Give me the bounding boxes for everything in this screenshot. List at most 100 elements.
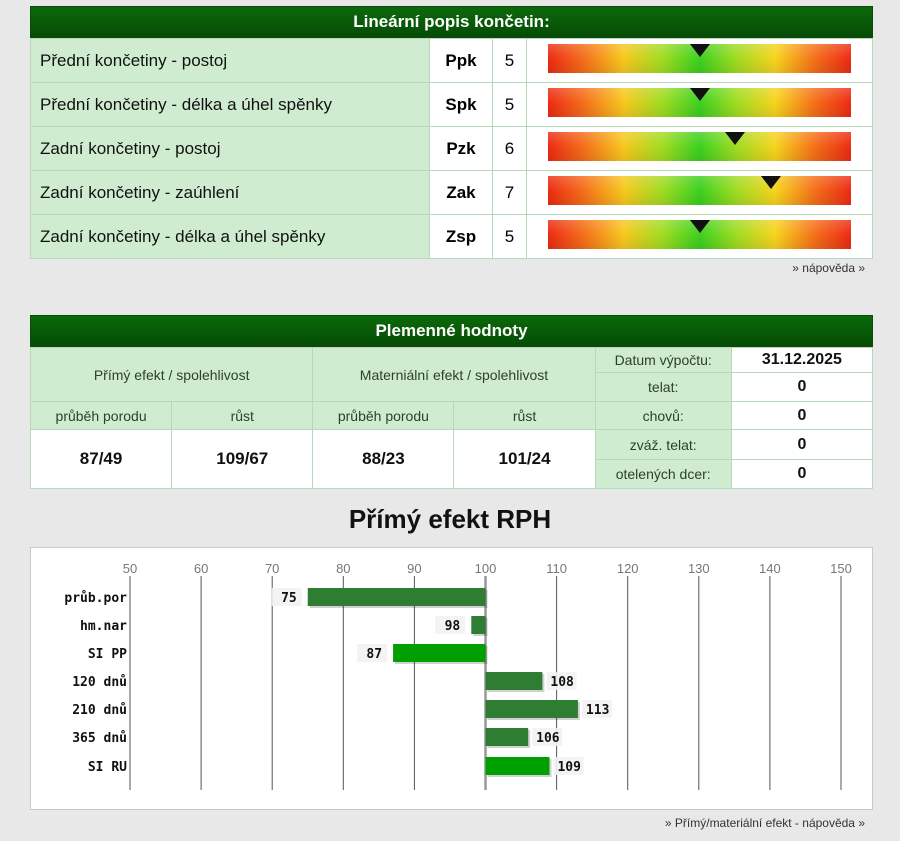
tick-label: 70: [265, 561, 279, 576]
info-value-calved-daughters: 0: [730, 459, 874, 489]
trait-name: Zadní končetiny - postoj: [30, 126, 430, 171]
data-label-bg: [271, 588, 302, 606]
category-label: průb.por: [64, 591, 127, 606]
breeding-table: Přímý efekt / spolehlivost Materniální e…: [29, 347, 874, 489]
info-value-weighed-calves: 0: [730, 429, 874, 460]
data-label: 108: [550, 675, 574, 690]
trait-value: 5: [492, 82, 527, 127]
linear-row: Přední končetiny - postoj Ppk 5: [30, 38, 873, 83]
chart-help-link[interactable]: » Přímý/materiální efekt - nápověda »: [664, 816, 865, 830]
data-label: 109: [557, 760, 580, 775]
tick-label: 80: [336, 561, 350, 576]
gradient-scale-bar: [548, 44, 851, 73]
rph-bar-chart: 50 60 70 80 90 100 110 120 130 140 150 průb.por 75 hm…: [64, 561, 852, 790]
maternal-growth-value: 101/24: [453, 429, 596, 489]
trait-code: Ppk: [429, 38, 493, 83]
value-marker-icon: [689, 220, 710, 233]
data-label-bg: [581, 700, 612, 718]
info-label-calved-daughters: otelených dcer:: [594, 459, 732, 489]
data-label-bg: [532, 728, 563, 746]
data-label: 87: [366, 647, 382, 662]
maternal-calving-subheader: průběh porodu: [312, 401, 455, 430]
bar: [485, 700, 578, 718]
gradient-scale-bar: [548, 88, 851, 117]
data-label-bg: [553, 757, 584, 775]
trait-value: 7: [492, 170, 527, 215]
direct-growth-value: 109/67: [171, 429, 314, 489]
trait-name: Přední končetiny - postoj: [30, 38, 430, 83]
maternal-growth-subheader: růst: [453, 401, 596, 430]
trait-value: 5: [492, 38, 527, 83]
tick-label: 140: [759, 561, 781, 576]
info-label-herds: chovů:: [594, 401, 732, 430]
gradient-scale-bar: [548, 132, 851, 161]
bar: [393, 644, 486, 662]
maternal-calving-value: 88/23: [312, 429, 455, 489]
direct-calving-value: 87/49: [29, 429, 173, 489]
trait-scale: [526, 126, 873, 171]
category-label: 210 dnů: [72, 703, 127, 718]
data-label-bg: [357, 644, 388, 662]
info-label-weighed-calves: zváž. telat:: [594, 429, 732, 460]
maternal-effect-header: Materniální efekt / spolehlivost: [312, 347, 596, 402]
value-marker-icon: [689, 88, 710, 101]
gradient-scale-bar: [548, 220, 851, 249]
tick-label: 150: [830, 561, 852, 576]
category-label: SI RU: [88, 760, 127, 775]
tick-label: 90: [407, 561, 421, 576]
trait-code: Spk: [429, 82, 493, 127]
trait-name: Přední končetiny - délka a úhel spěnky: [30, 82, 430, 127]
info-value-herds: 0: [730, 401, 874, 430]
tick-label: 110: [546, 561, 567, 576]
data-label-bg: [546, 672, 577, 690]
category-label: SI PP: [88, 647, 127, 662]
data-label: 75: [281, 591, 297, 606]
tick-label: 130: [688, 561, 710, 576]
trait-scale: [526, 170, 873, 215]
tick-label: 50: [123, 561, 137, 576]
bar: [471, 616, 486, 634]
trait-scale: [526, 214, 873, 259]
breeding-panel: Plemenné hodnoty Přímý efekt / spolehliv…: [29, 315, 874, 489]
linear-panel: Lineární popis končetin: Přední končetin…: [30, 6, 873, 259]
tick-label: 120: [617, 561, 639, 576]
info-label-date: Datum výpočtu:: [594, 347, 732, 373]
bar: [307, 588, 486, 606]
category-label: 120 dnů: [72, 675, 127, 690]
data-label: 106: [536, 731, 560, 746]
trait-code: Pzk: [429, 126, 493, 171]
trait-value: 5: [492, 214, 527, 259]
bar: [485, 757, 550, 775]
value-marker-icon: [689, 44, 710, 57]
data-label: 113: [586, 703, 609, 718]
info-value-calves: 0: [730, 372, 874, 402]
trait-code: Zak: [429, 170, 493, 215]
value-marker-icon: [725, 132, 746, 145]
data-label: 98: [445, 619, 461, 634]
data-label-bg: [435, 616, 466, 634]
linear-row: Zadní končetiny - postoj Pzk 6: [30, 126, 873, 171]
trait-code: Zsp: [429, 214, 493, 259]
tick-label: 100: [475, 561, 497, 576]
bar: [485, 728, 529, 746]
trait-scale: [526, 82, 873, 127]
trait-name: Zadní končetiny - zaúhlení: [30, 170, 430, 215]
info-label-calves: telat:: [594, 372, 732, 402]
trait-name: Zadní končetiny - délka a úhel spěnky: [30, 214, 430, 259]
direct-calving-subheader: průběh porodu: [29, 401, 173, 430]
breeding-title: Plemenné hodnoty: [30, 315, 873, 347]
value-marker-icon: [761, 176, 782, 189]
direct-growth-subheader: růst: [171, 401, 314, 430]
bar: [485, 672, 543, 690]
info-value-date: 31.12.2025: [730, 347, 874, 373]
chart-box: 50 60 70 80 90 100 110 120 130 140 150 průb.por 75 hm…: [30, 547, 873, 810]
category-label: 365 dnů: [72, 731, 127, 746]
trait-value: 6: [492, 126, 527, 171]
category-label: hm.nar: [80, 619, 127, 634]
linear-table: Přední končetiny - postoj Ppk 5 Přední konč…: [30, 38, 873, 259]
tick-label: 60: [194, 561, 208, 576]
trait-scale: [526, 38, 873, 83]
linear-row: Zadní končetiny - zaúhlení Zak 7: [30, 170, 873, 215]
linear-help-link[interactable]: » nápověda »: [792, 261, 865, 275]
linear-row: Přední končetiny - délka a úhel spěnky Sp…: [30, 82, 873, 127]
